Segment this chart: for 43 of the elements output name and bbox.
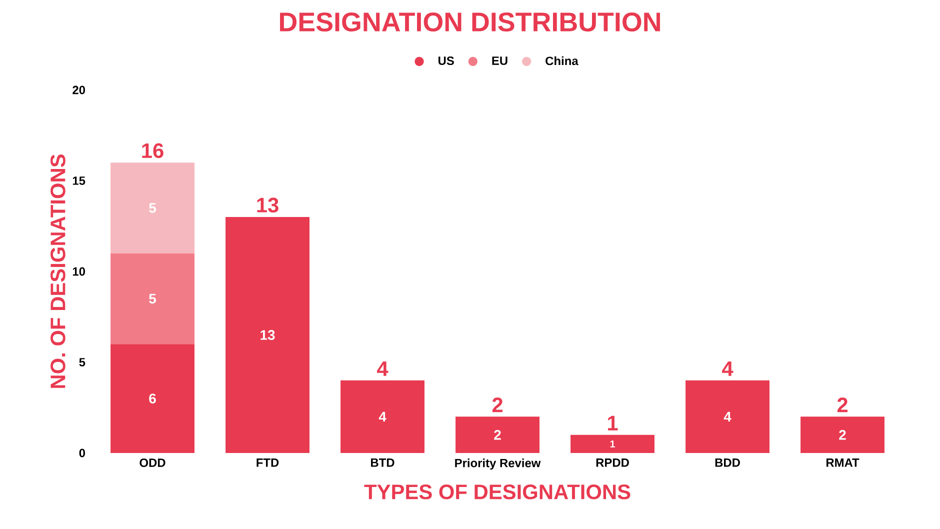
x-tick-label: BDD [715, 458, 740, 467]
total-label: 2 [837, 398, 848, 412]
bar [110, 162, 194, 254]
x-axis-title: TYPES OF DESIGNATIONS [364, 484, 630, 500]
legend-label: China [546, 56, 578, 66]
bar [226, 217, 310, 453]
bar [340, 380, 424, 453]
y-tick-label: 20 [72, 86, 85, 94]
data-label: 5 [149, 203, 156, 213]
x-tick-label: ODD [140, 458, 166, 467]
data-label: 4 [724, 412, 732, 422]
total-label: 1 [608, 416, 618, 430]
x-tick-label: RMAT [826, 458, 860, 467]
x-tick-label: Priority Review [455, 458, 541, 470]
data-label: 4 [378, 412, 386, 422]
bar [456, 416, 540, 453]
chart-title: DESIGNATION DISTRIBUTION [280, 12, 660, 32]
bar [110, 344, 194, 453]
y-tick-label: 15 [72, 176, 86, 185]
total-label: 13 [257, 198, 278, 213]
y-tick-label: 10 [72, 267, 85, 276]
data-label: 6 [149, 394, 156, 404]
bar [800, 416, 884, 453]
data-label: 2 [494, 430, 501, 440]
x-tick-label: BTD [371, 458, 394, 467]
data-label: 13 [260, 330, 275, 340]
bar [570, 434, 654, 453]
total-label: 4 [722, 361, 734, 376]
bar [110, 253, 194, 344]
legend-label: EU [492, 56, 508, 65]
total-label: 16 [142, 143, 164, 158]
x-tick-label: FTD [256, 458, 279, 467]
y-axis-title: NO. OF DESIGNATIONS [50, 154, 66, 388]
total-label: 4 [377, 361, 388, 376]
data-label: 1 [610, 440, 616, 448]
x-tick-label: RPDD [596, 458, 629, 467]
y-tick-label: 0 [79, 448, 85, 458]
total-label: 2 [492, 398, 502, 412]
bar [686, 380, 770, 453]
legend-label: US [438, 56, 454, 65]
data-label: 2 [839, 430, 846, 440]
data-label: 5 [149, 294, 156, 304]
y-tick-label: 5 [79, 358, 86, 366]
